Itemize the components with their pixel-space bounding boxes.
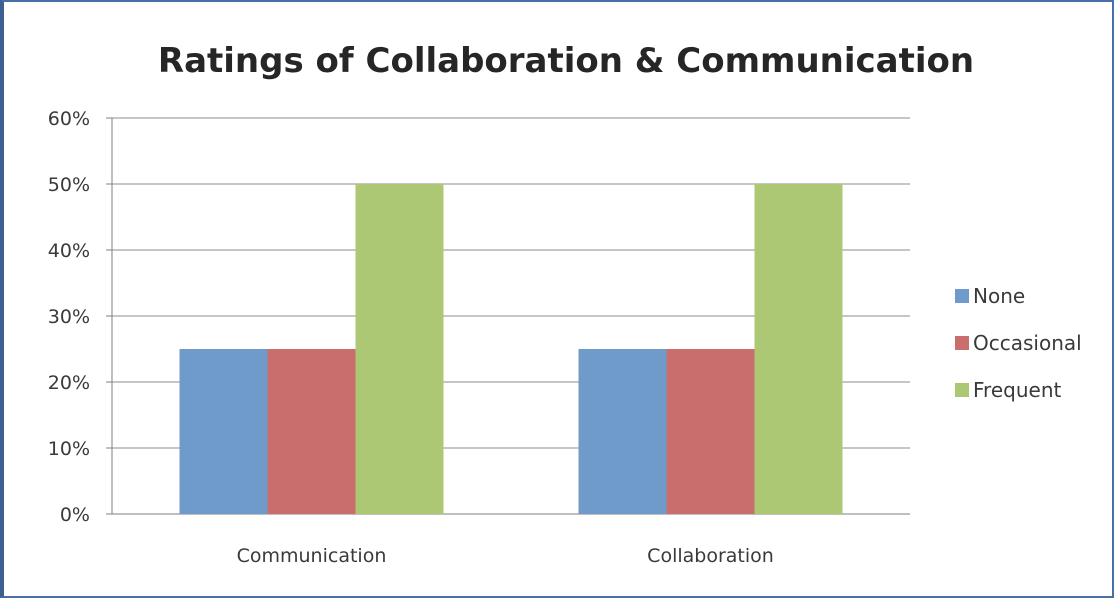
x-category-label: Communication	[237, 545, 387, 567]
bar-occasional-collaboration	[666, 349, 755, 514]
legend-label-none: None	[973, 284, 1025, 308]
y-tick-label: 0%	[60, 504, 90, 526]
y-tick-label: 40%	[48, 240, 90, 262]
legend: None Occasional Frequent	[955, 284, 1082, 402]
bar-none-collaboration	[578, 349, 667, 514]
y-tick-label: 10%	[48, 438, 90, 460]
bar-frequent-communication	[355, 184, 444, 514]
y-axis-ticks: 0% 10% 20% 30% 40% 50% 60%	[48, 108, 90, 526]
y-tick-label: 50%	[48, 174, 90, 196]
legend-swatch-frequent	[955, 383, 969, 397]
legend-swatch-occasional	[955, 336, 969, 350]
x-category-label: Collaboration	[647, 545, 774, 567]
x-axis-categories: Communication Collaboration	[237, 545, 774, 567]
bars	[179, 184, 843, 514]
y-tick-label: 30%	[48, 306, 90, 328]
legend-label-occasional: Occasional	[973, 331, 1082, 355]
y-tick-label: 20%	[48, 372, 90, 394]
legend-label-frequent: Frequent	[973, 378, 1061, 402]
y-tick-label: 60%	[48, 108, 90, 130]
bar-frequent-collaboration	[754, 184, 843, 514]
bar-none-communication	[179, 349, 268, 514]
bar-occasional-communication	[267, 349, 356, 514]
legend-swatch-none	[955, 289, 969, 303]
chart-title: Ratings of Collaboration & Communication	[158, 41, 974, 81]
